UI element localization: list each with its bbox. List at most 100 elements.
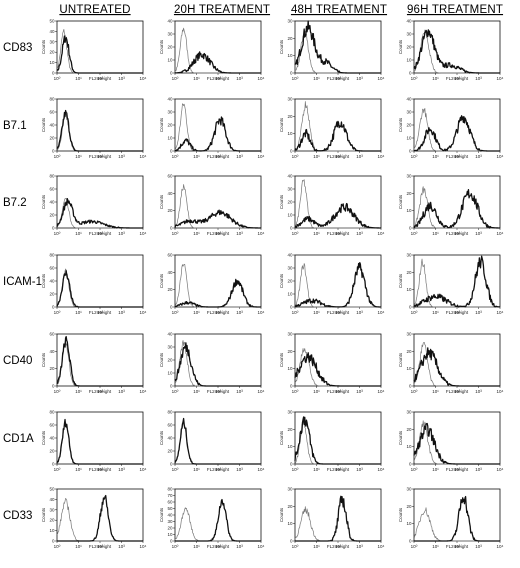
y-tick-label: 60 xyxy=(167,174,173,179)
y-tick-label: 20 xyxy=(167,526,173,531)
column-header: 96H TREATMENT xyxy=(407,4,503,16)
marker-histogram xyxy=(174,116,262,152)
plot-frame xyxy=(413,333,501,387)
x-tick-label: 10² xyxy=(335,310,342,315)
x-axis-label: FL2-Height xyxy=(327,76,350,81)
x-tick-label: 10³ xyxy=(475,76,482,81)
x-tick-label: 10¹ xyxy=(75,467,82,472)
x-tick-label: 10⁴ xyxy=(378,389,385,394)
x-tick-label: 10⁴ xyxy=(140,544,147,549)
x-tick-label: 10² xyxy=(454,467,461,472)
plot-frame xyxy=(294,333,382,387)
x-tick-label: 10¹ xyxy=(313,389,320,394)
row-label: CD33 xyxy=(3,510,32,522)
y-tick-label: 20 xyxy=(49,136,55,141)
y-tick-label: 80 xyxy=(167,410,173,415)
histogram-panel: 10⁰ 10¹ 10² 10³ 10⁴ 0 10 20 30 FL2-Height Counts xyxy=(279,97,385,160)
y-tick-label: 20 xyxy=(406,191,412,196)
y-tick-label: 10 xyxy=(49,60,55,65)
x-tick-label: 10³ xyxy=(475,154,482,159)
x-tick-label: 10² xyxy=(335,76,342,81)
y-axis-label: Counts xyxy=(159,273,164,288)
marker-histogram xyxy=(413,255,501,308)
x-tick-label: 10³ xyxy=(118,154,125,159)
row-label: ICAM-1 xyxy=(3,276,42,288)
row-label: CD1A xyxy=(3,433,34,445)
marker-histogram xyxy=(413,29,501,74)
x-axis-label: FL2-Height xyxy=(327,310,350,315)
x-axis-label: FL2-Height xyxy=(327,154,350,159)
y-axis-label: Counts xyxy=(159,352,164,367)
y-tick-label: 20 xyxy=(287,349,293,354)
y-tick-label: 0 xyxy=(170,149,173,154)
y-tick-label: 0 xyxy=(290,149,293,154)
x-tick-label: 10⁴ xyxy=(258,544,265,549)
histogram-panel: 10⁰ 10¹ 10² 10³ 10⁴ 0 10 20 30 FL2-Height Counts xyxy=(398,332,504,395)
x-tick-label: 10⁰ xyxy=(172,544,179,549)
x-axis-label: FL2-Height xyxy=(207,544,230,549)
y-tick-label: 0 xyxy=(170,71,173,76)
y-tick-label: 80 xyxy=(49,97,55,102)
y-axis-label: Counts xyxy=(279,273,284,288)
x-tick-label: 10¹ xyxy=(193,310,200,315)
row-label: CD83 xyxy=(3,42,32,54)
plot-frame xyxy=(56,254,144,308)
x-tick-label: 10² xyxy=(454,231,461,236)
y-tick-label: 20 xyxy=(49,449,55,454)
x-tick-label: 10⁰ xyxy=(54,154,61,159)
x-axis-label: FL2-Height xyxy=(327,389,350,394)
x-tick-label: 10⁰ xyxy=(292,467,299,472)
y-tick-label: 0 xyxy=(52,462,55,467)
x-axis-label: FL2-Height xyxy=(327,467,350,472)
y-tick-label: 30 xyxy=(167,519,173,524)
x-tick-label: 10⁰ xyxy=(172,154,179,159)
y-axis-label: Counts xyxy=(159,39,164,54)
x-tick-label: 10⁰ xyxy=(292,154,299,159)
y-tick-label: 0 xyxy=(290,462,293,467)
x-tick-label: 10¹ xyxy=(75,389,82,394)
histogram-panel: 10⁰ 10¹ 10² 10³ 10⁴ 0 20 40 60 80 FL2-Height Counts xyxy=(41,174,147,237)
histogram-panel: 10⁰ 10¹ 10² 10³ 10⁴ 0 20 40 60 FL2-Height Counts xyxy=(41,332,147,395)
x-tick-label: 10⁴ xyxy=(140,231,147,236)
y-tick-label: 80 xyxy=(49,253,55,258)
x-axis-label: FL2-Height xyxy=(207,231,230,236)
x-tick-label: 10⁴ xyxy=(378,544,385,549)
y-tick-label: 40 xyxy=(49,436,55,441)
x-tick-label: 10³ xyxy=(356,154,363,159)
x-tick-label: 10¹ xyxy=(75,310,82,315)
x-tick-label: 10⁰ xyxy=(172,310,179,315)
x-tick-label: 10⁴ xyxy=(258,154,265,159)
x-tick-label: 10¹ xyxy=(75,231,82,236)
x-tick-label: 10⁰ xyxy=(292,76,299,81)
y-tick-label: 40 xyxy=(167,97,173,102)
y-tick-label: 30 xyxy=(49,507,55,512)
y-tick-label: 30 xyxy=(287,19,293,24)
y-tick-label: 60 xyxy=(167,253,173,258)
x-tick-label: 10⁰ xyxy=(172,467,179,472)
y-tick-label: 30 xyxy=(49,39,55,44)
y-tick-label: 30 xyxy=(287,332,293,337)
plot-frame xyxy=(174,488,262,542)
y-tick-label: 30 xyxy=(406,410,412,415)
x-tick-label: 10² xyxy=(215,389,222,394)
y-tick-label: 0 xyxy=(290,384,293,389)
histogram-panel: 10⁰ 10¹ 10² 10³ 10⁴ 0 10 20 30 40 50 FL2-Height Coun… xyxy=(41,19,147,82)
histogram-panel: 10⁰ 10¹ 10² 10³ 10⁴ 0 10 20 30 FL2-Height Counts xyxy=(398,253,504,316)
y-tick-label: 30 xyxy=(406,253,412,258)
y-tick-label: 30 xyxy=(406,487,412,492)
x-tick-label: 10⁴ xyxy=(378,467,385,472)
x-tick-label: 10⁴ xyxy=(140,467,147,472)
y-tick-label: 30 xyxy=(287,97,293,102)
y-tick-label: 10 xyxy=(287,292,293,297)
y-tick-label: 60 xyxy=(49,266,55,271)
x-tick-label: 10³ xyxy=(236,310,243,315)
y-tick-label: 40 xyxy=(167,513,173,518)
y-tick-label: 20 xyxy=(287,36,293,41)
x-tick-label: 10³ xyxy=(236,231,243,236)
y-tick-label: 40 xyxy=(406,19,412,24)
x-tick-label: 10² xyxy=(454,154,461,159)
marker-histogram xyxy=(56,494,144,542)
x-tick-label: 10³ xyxy=(356,467,363,472)
x-axis-label: FL2-Height xyxy=(207,310,230,315)
y-tick-label: 60 xyxy=(49,187,55,192)
